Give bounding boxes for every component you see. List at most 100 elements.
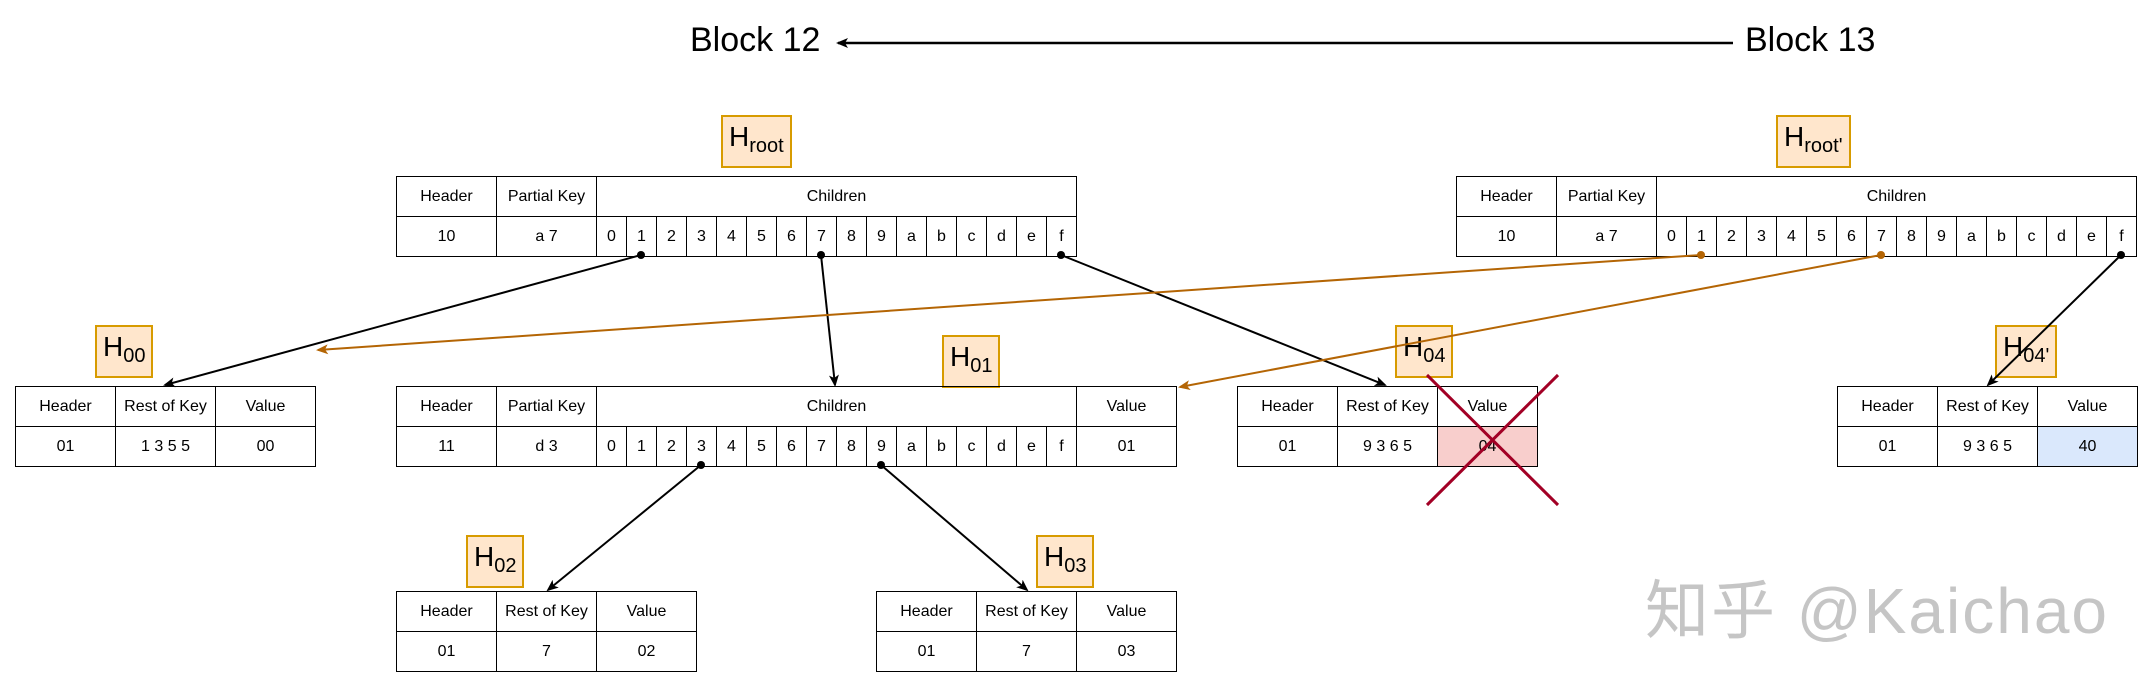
value-cell: Value (1076, 386, 1177, 427)
partial-key-cell: Partial Key (1556, 176, 1657, 217)
nibble-cell: b (926, 426, 957, 467)
value-value: 02 (596, 631, 697, 672)
old-edge-to-h04 (1057, 251, 1387, 386)
value-cell: Value (596, 591, 697, 632)
label-h-root-new: Hroot' (1776, 115, 1851, 168)
rest-of-key-cell: Rest of Key (115, 386, 216, 427)
children-cell: Children (596, 386, 1077, 427)
nibble-cell: 7 (806, 426, 837, 467)
children-cell: Children (596, 176, 1077, 217)
nibble-cell: 4 (1776, 216, 1807, 257)
partial-key-value: a 7 (1556, 216, 1657, 257)
header-cell: Header (1837, 386, 1938, 427)
nibble-cell: 0 (596, 216, 627, 257)
nibble-cell: 4 (716, 216, 747, 257)
header-value: 01 (1237, 426, 1338, 467)
h03-leaf-node: Header Rest of Key Value 01 7 03 (876, 591, 1177, 672)
edge-to-h03 (877, 461, 1029, 592)
header-cell: Header (1237, 386, 1338, 427)
header-value: 01 (396, 631, 497, 672)
header-value: 01 (15, 426, 116, 467)
partial-key-value: a 7 (496, 216, 597, 257)
header-value: 11 (396, 426, 497, 467)
nibble-cell: 7 (1866, 216, 1897, 257)
nibble-cell: 9 (866, 426, 897, 467)
nibble-cell: c (956, 426, 987, 467)
value-cell: Value (1437, 386, 1538, 427)
nibble-cell: e (1016, 216, 1047, 257)
nibble-cell: d (986, 426, 1017, 467)
value-cell: Value (215, 386, 316, 427)
updated-value: 40 (2037, 426, 2138, 467)
nibble-cell: 3 (686, 426, 717, 467)
rest-of-key-cell: Rest of Key (1937, 386, 2038, 427)
value-value: 03 (1076, 631, 1177, 672)
nibble-cell: 8 (836, 216, 867, 257)
partial-key-value: d 3 (496, 426, 597, 467)
header-cell: Header (15, 386, 116, 427)
nibble-cell: 2 (656, 426, 687, 467)
label-h-root: Hroot (721, 115, 792, 168)
old-edge-to-h01 (817, 251, 839, 387)
label-h01: H01 (942, 335, 1001, 388)
nibble-cell: 6 (776, 216, 807, 257)
nibble-cell: 9 (866, 216, 897, 257)
h04-leaf-node: Header Rest of Key Value 01 9 3 6 5 04 (1237, 386, 1538, 467)
nibble-cell: b (1986, 216, 2017, 257)
nibble-cell: c (2016, 216, 2047, 257)
rest-of-key-value: 7 (496, 631, 597, 672)
nibble-cell: 1 (626, 216, 657, 257)
nibble-cell: 9 (1926, 216, 1957, 257)
nibble-cell: 4 (716, 426, 747, 467)
rest-of-key-value: 7 (976, 631, 1077, 672)
label-h03: H03 (1036, 535, 1095, 588)
header-value: 01 (1837, 426, 1938, 467)
value-cell: Value (1076, 591, 1177, 632)
nibble-cell: 1 (626, 426, 657, 467)
partial-key-cell: Partial Key (496, 386, 597, 427)
label-h04-new: H04' (1995, 325, 2058, 378)
header-cell: Header (396, 386, 497, 427)
watermark: 知乎 @Kaichao (1645, 575, 2110, 647)
header-cell: Header (876, 591, 977, 632)
rest-of-key-value: 1 3 5 5 (115, 426, 216, 467)
nibble-cell: 0 (596, 426, 627, 467)
rest-of-key-value: 9 3 6 5 (1937, 426, 2038, 467)
header-value: 01 (876, 631, 977, 672)
children-cell: Children (1656, 176, 2137, 217)
label-h04: H04 (1395, 325, 1454, 378)
value-value: 00 (215, 426, 316, 467)
nibble-cell: 6 (1836, 216, 1867, 257)
rest-of-key-cell: Rest of Key (496, 591, 597, 632)
label-h00: H00 (95, 325, 154, 378)
nibble-cell: 3 (686, 216, 717, 257)
new-edge-to-h01 (1178, 251, 1885, 391)
h02-leaf-node: Header Rest of Key Value 01 7 02 (396, 591, 697, 672)
nibble-cell: 8 (1896, 216, 1927, 257)
h04-new-leaf-node: Header Rest of Key Value 01 9 3 6 5 40 (1837, 386, 2138, 467)
nibble-cell: a (896, 216, 927, 257)
nibble-cell: c (956, 216, 987, 257)
header-cell: Header (1456, 176, 1557, 217)
value-value: 01 (1076, 426, 1177, 467)
nibble-cell: 0 (1656, 216, 1687, 257)
header-cell: Header (396, 591, 497, 632)
deleted-value: 04 (1437, 426, 1538, 467)
nibble-cell: 2 (656, 216, 687, 257)
rest-of-key-cell: Rest of Key (976, 591, 1077, 632)
nibble-cell: 6 (776, 426, 807, 467)
nibble-cell: 5 (746, 216, 777, 257)
nibble-cell: e (1016, 426, 1047, 467)
nibble-cell: 3 (1746, 216, 1777, 257)
header-cell: Header (396, 176, 497, 217)
header-value: 10 (396, 216, 497, 257)
nibble-cell: 5 (746, 426, 777, 467)
nibble-cell: a (1956, 216, 1987, 257)
rest-of-key-value: 9 3 6 5 (1337, 426, 1438, 467)
nibble-cell: 8 (836, 426, 867, 467)
nibble-cell: a (896, 426, 927, 467)
block-13-title: Block 13 (1745, 21, 1876, 59)
